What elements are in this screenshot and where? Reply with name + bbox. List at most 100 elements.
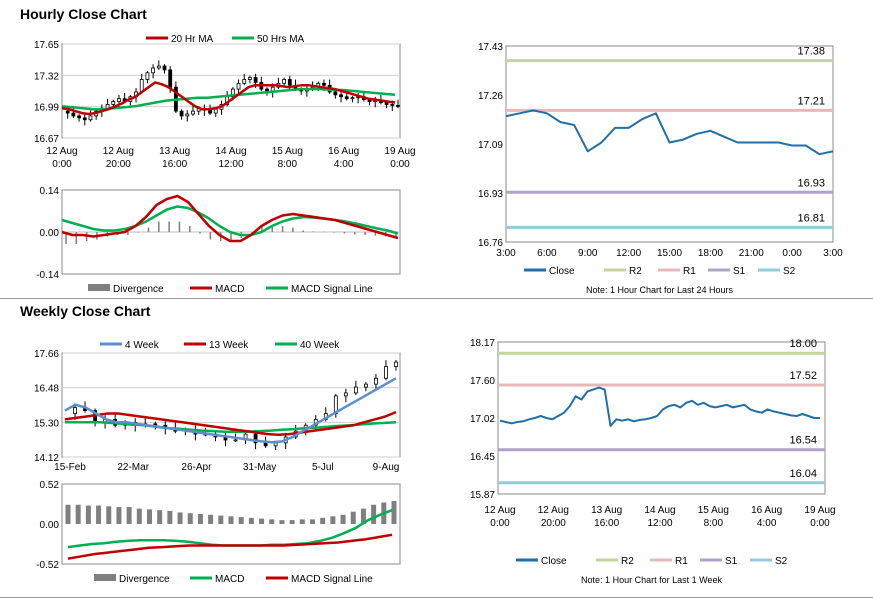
weekly-divergence-bar <box>340 514 346 524</box>
hourly_24h-note: Note: 1 Hour Chart for Last 24 Hours <box>586 285 734 295</box>
weekly-divergence-bar <box>106 506 112 524</box>
weekly-divergence-bar <box>289 520 295 524</box>
weekly_1w-level-label: 16.54 <box>789 435 817 447</box>
hourly-divergence-bar <box>127 232 129 235</box>
weekly-candle-body <box>263 442 268 447</box>
hourly_24h-legend-label: S2 <box>783 266 796 277</box>
weekly-divergence-bar <box>259 518 265 524</box>
hourly-section-title: Hourly Close Chart <box>20 6 147 22</box>
hourly-macd-y-tick: -0.14 <box>36 270 59 281</box>
weekly-candle-body <box>394 361 398 367</box>
weekly-candle-body <box>374 377 378 385</box>
weekly-divergence-bar <box>208 514 214 524</box>
hourly_24h-x-tick: 21:00 <box>739 248 764 259</box>
hourly-candle-body <box>242 79 247 84</box>
weekly-divergence-bar <box>96 505 102 524</box>
weekly-candle-body <box>364 383 368 388</box>
hourly-price-y-tick: 16.99 <box>34 103 59 114</box>
weekly-price-legend-label: 13 Week <box>209 340 249 351</box>
hourly-divergence-bar <box>271 226 273 232</box>
weekly_1w-x-tick: 12 Aug <box>538 505 569 516</box>
weekly-price-legend-label: 4 Week <box>125 340 160 351</box>
hourly-candle-body <box>179 110 184 117</box>
weekly_1w-x-tick: 19 Aug <box>804 505 835 516</box>
weekly-divergence-bar <box>197 514 203 524</box>
hourly_24h-legend-label: R1 <box>683 266 696 277</box>
hourly-divergence-bar <box>302 230 304 232</box>
weekly-divergence-bar <box>147 509 152 524</box>
weekly-macd-legend-swatch <box>94 574 116 581</box>
hourly-divergence-bar <box>250 232 253 233</box>
weekly_1w-legend-label: R2 <box>621 556 634 567</box>
hourly_24h-level-label: 17.21 <box>797 95 825 107</box>
hourly_24h-x-tick: 3:00 <box>496 248 516 259</box>
weekly-price-x-tick: 31-May <box>243 462 276 473</box>
hourly-candle-body <box>71 112 76 117</box>
weekly-macd-legend-label: MACD <box>215 574 244 585</box>
hourly-divergence-bar <box>147 227 150 232</box>
weekly_1w-x-tick: 15 Aug <box>698 505 729 516</box>
weekly-signal-line <box>67 533 393 560</box>
weekly_1w-x-tick: 16 Aug <box>751 505 782 516</box>
weekly-price-y-tick: 15.30 <box>34 418 59 429</box>
hourly-price-x-tick: 19 Aug <box>384 146 415 157</box>
hourly-candle-body <box>322 82 326 86</box>
hourly-candle-body <box>282 79 287 84</box>
hourly-divergence-bar <box>354 232 356 235</box>
hourly-candle-body <box>396 104 400 107</box>
weekly_1w-y-tick: 18.17 <box>470 338 495 349</box>
weekly_1w-x-tick: 12:00 <box>647 518 672 529</box>
hourly-divergence-bar <box>261 226 263 232</box>
weekly-13w-line <box>64 410 397 436</box>
hourly-price-x-tick: 14 Aug <box>215 146 246 157</box>
hourly-candle-body <box>384 102 389 105</box>
weekly-divergence-bar <box>177 512 183 524</box>
hourly-candle-body <box>185 113 190 117</box>
weekly_1w-x-tick: 8:00 <box>704 518 724 529</box>
weekly_1w-legend-label: R1 <box>675 556 688 567</box>
weekly-macd-legend-label: Divergence <box>119 574 170 585</box>
hourly-price-x-tick: 20:00 <box>106 159 131 170</box>
hourly-price-legend-label: 20 Hr MA <box>171 34 214 45</box>
weekly-divergence-bar <box>391 500 397 524</box>
hourly-divergence-bar <box>364 232 366 235</box>
weekly-price-y-tick: 16.48 <box>34 384 59 395</box>
weekly_1w-y-tick: 15.87 <box>470 490 495 501</box>
hourly_24h-frame <box>505 45 834 243</box>
hourly-divergence-bar <box>230 232 232 241</box>
weekly_1w-level-label: 17.52 <box>789 370 817 382</box>
weekly-divergence-bar <box>269 519 275 524</box>
hourly-macd-legend-label: Divergence <box>113 284 164 295</box>
hourly-divergence-bar <box>395 232 397 237</box>
weekly-divergence-bar <box>279 520 285 524</box>
hourly-divergence-bar <box>281 226 284 232</box>
hourly-divergence-bar <box>323 231 325 233</box>
weekly_1w-legend-label: S2 <box>775 556 788 567</box>
weekly-price-x-tick: 15-Feb <box>54 462 86 473</box>
weekly_1w-legend-label: Close <box>541 556 567 567</box>
hourly-ma20-line <box>61 81 396 116</box>
weekly_1w-x-tick: 0:00 <box>810 518 830 529</box>
weekly-divergence-bar <box>330 516 336 524</box>
hourly-macd-legend-label: MACD <box>215 284 244 295</box>
weekly-macd-y-tick: 0.00 <box>40 520 60 531</box>
hourly_24h-x-tick: 3:00 <box>823 248 843 259</box>
hourly-candle-body <box>117 98 121 102</box>
hourly-price-x-tick: 12:00 <box>218 159 243 170</box>
hourly_24h-level-label: 17.38 <box>797 46 825 58</box>
hourly-candle-body <box>77 115 81 119</box>
weekly-divergence-bar <box>320 517 326 524</box>
hourly-price-x-tick: 12 Aug <box>46 146 77 157</box>
weekly-candle-body <box>384 366 388 379</box>
hourly_24h-x-tick: 0:00 <box>782 248 802 259</box>
section-divider <box>0 298 873 299</box>
weekly_1w-y-tick: 17.02 <box>470 414 495 425</box>
hourly-candle-body <box>253 77 258 83</box>
weekly-divergence-bar <box>157 510 163 524</box>
hourly-candle-body <box>111 101 116 105</box>
weekly-divergence-bar <box>228 516 234 524</box>
weekly-macd-y-tick: -0.52 <box>36 560 59 571</box>
weekly-divergence-bar <box>187 513 193 524</box>
hourly-macd-legend-swatch <box>88 284 110 291</box>
weekly-divergence-bar <box>371 504 377 524</box>
